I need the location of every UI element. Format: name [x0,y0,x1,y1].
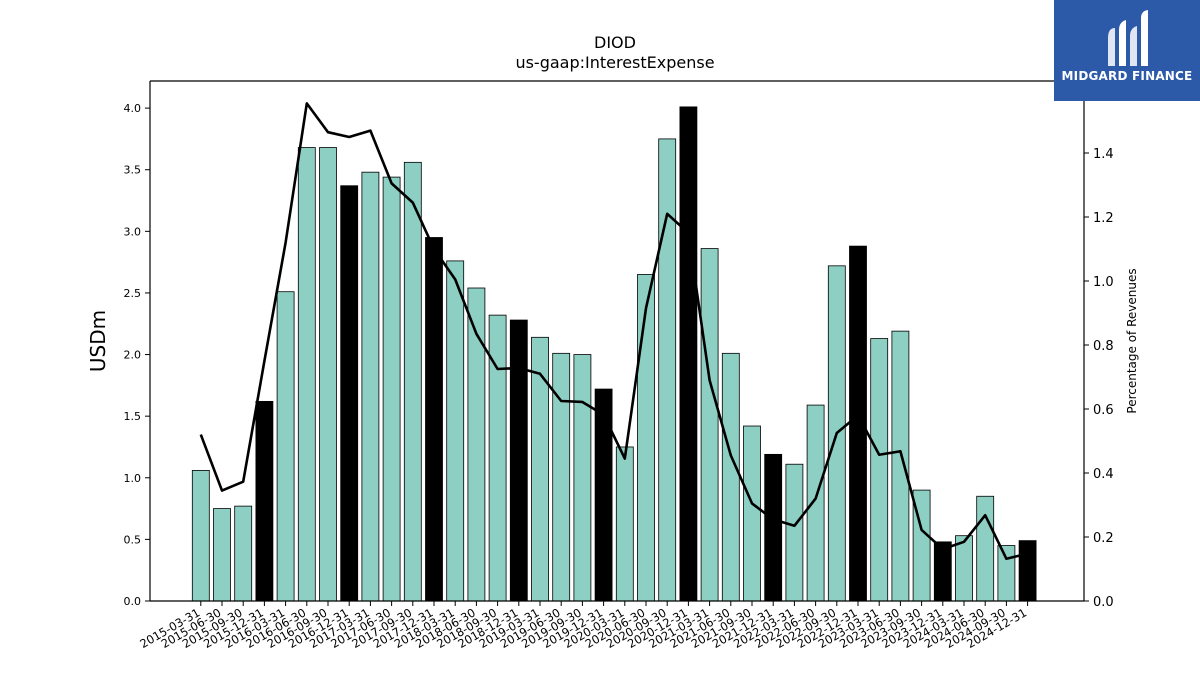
y-tick-label: 0.5 [124,533,142,546]
y2-tick-label: 0.0 [1093,595,1114,610]
bar-2024-09-30 [997,545,1016,602]
bar-2015-09-30 [234,505,253,602]
bar-2017-03-31 [361,171,380,602]
y-tick-label: 3.0 [124,225,142,238]
y-tick-label: 1.0 [124,472,142,485]
bars-group [191,106,1037,602]
bar-2016-06-30 [297,147,316,602]
percentage-of-revenues-line [199,102,1028,561]
bar-2020-12-31 [679,106,698,602]
bar-2022-03-31 [785,463,804,602]
y2-tick-label: 0.4 [1093,467,1114,482]
bar-2023-12-31 [933,541,952,602]
y-tick-label: 1.5 [124,410,142,423]
bar-2015-06-30 [213,508,231,602]
bar-2020-03-31 [615,446,634,602]
bar-2021-12-31 [764,453,783,602]
bar-2023-03-31 [870,338,889,602]
bar-2021-09-30 [743,425,761,602]
logo-text: MIDGARD FINANCE [1061,69,1193,83]
bar-2024-12-31 [1018,540,1037,602]
y2-axis-label: Percentage of Revenues [1125,268,1139,413]
y2-tick-label: 1.2 [1093,211,1114,226]
bar-2021-06-30 [721,352,740,602]
logo-mark-icon [1108,10,1148,66]
y-ticks: 0.0 0.5 1.0 1.5 2.0 2.5 3.0 3.5 4.0 [124,102,150,608]
bar-2022-12-31 [849,245,867,602]
y2-ticks: 0.0 0.2 0.4 0.6 0.8 1.0 1.2 1.4 [1084,147,1114,610]
bar-2021-03-31 [700,248,719,602]
bar-2017-06-30 [382,176,401,602]
bar-2022-06-30 [806,404,825,602]
chart-subtitle: us-gaap:InterestExpense [515,53,714,72]
bar-2016-09-30 [319,147,337,602]
y2-tick-label: 0.2 [1093,531,1114,546]
y2-tick-label: 0.8 [1093,339,1114,354]
bar-2019-06-30 [552,352,571,602]
bar-2017-12-31 [425,237,443,602]
bar-2024-06-30 [976,495,995,602]
chart-title: DIOD [594,33,636,52]
line-layer [199,102,1028,561]
bar-2020-09-30 [658,138,677,602]
y-tick-label: 4.0 [124,102,142,115]
bar-2018-12-31 [509,319,528,602]
bar-2016-03-31 [276,291,295,602]
bar-2018-03-31 [446,260,465,602]
y-tick-label: 0.0 [124,595,142,608]
bar-2016-12-31 [340,185,359,602]
y2-tick-label: 0.6 [1093,403,1114,418]
midgard-finance-logo: MIDGARD FINANCE [1054,0,1200,101]
x-ticks: 2015-03-312015-06-302015-09-302015-12-31… [137,601,1029,651]
bar-2019-12-31 [594,388,613,602]
y2-tick-label: 1.4 [1093,147,1114,162]
y-axis-label: USDm [86,310,110,372]
bar-2020-06-30 [637,274,655,602]
y-tick-label: 2.5 [124,287,142,300]
bar-2017-09-30 [403,161,422,602]
bar-2015-03-31 [191,469,210,602]
bar-2019-03-31 [531,336,549,602]
bar-2023-06-30 [891,330,910,602]
axes [149,80,1085,602]
bar-2024-03-31 [955,535,973,602]
bar-2019-09-30 [573,354,592,602]
y-tick-label: 2.0 [124,349,142,362]
y2-tick-label: 1.0 [1093,275,1114,290]
bar-2015-12-31 [255,400,274,602]
y-tick-label: 3.5 [124,164,142,177]
